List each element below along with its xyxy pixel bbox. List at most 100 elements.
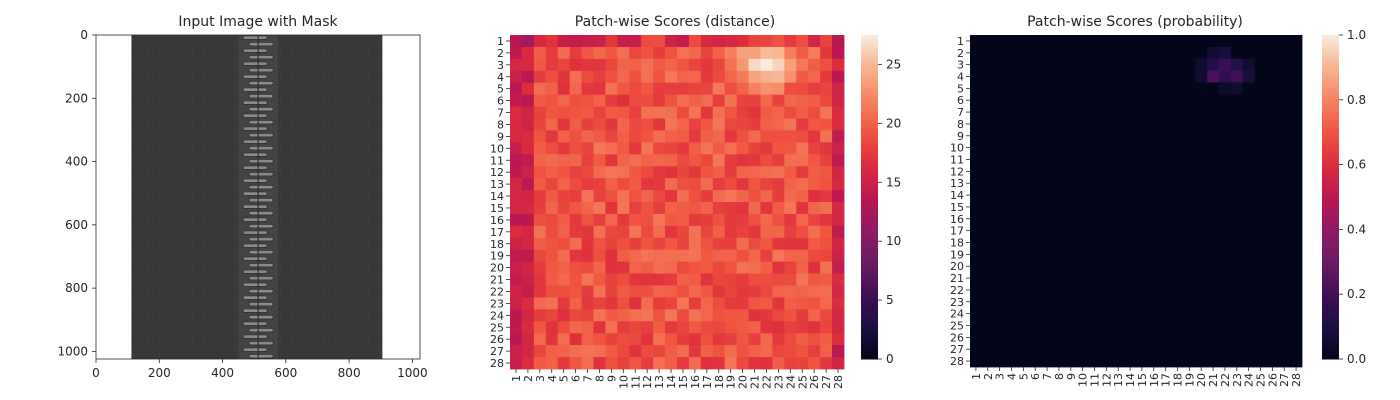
heatmap-cell	[700, 249, 714, 263]
heatmap-cell	[665, 94, 678, 107]
heatmap-cell	[820, 190, 833, 203]
heatmap-cell	[1278, 201, 1291, 214]
heatmap-cell	[545, 345, 559, 358]
col-tick-label: 2	[982, 373, 995, 380]
heatmap-cell	[1290, 141, 1303, 154]
heatmap-cell	[724, 118, 738, 131]
heatmap-cell	[545, 106, 559, 119]
heatmap-cell	[832, 261, 845, 274]
heatmap-cell	[533, 285, 547, 298]
heatmap-cell	[605, 261, 618, 274]
heatmap-cell	[820, 345, 833, 358]
heatmap-cell	[1266, 343, 1279, 356]
heatmap-cell	[993, 70, 1006, 83]
heatmap-cell	[593, 142, 606, 155]
heatmap-cell	[712, 309, 726, 322]
zipper-tooth	[248, 315, 274, 320]
heatmap-cell	[1207, 319, 1220, 332]
heatmap-cell	[1100, 224, 1113, 237]
heatmap-cell	[1278, 141, 1291, 154]
heatmap-cell	[1266, 35, 1279, 48]
heatmap-cell	[724, 106, 738, 119]
heatmap-cell	[1290, 224, 1303, 237]
heatmap-cell	[569, 261, 582, 274]
heatmap-cell	[1147, 129, 1161, 143]
heatmap-cell	[748, 225, 761, 239]
heatmap-cell	[1076, 295, 1089, 309]
heatmap-cell	[510, 130, 523, 143]
heatmap-cell	[593, 58, 606, 72]
heatmap-cell	[1017, 248, 1030, 261]
heatmap-cell	[772, 154, 785, 167]
heatmap-cell	[808, 213, 821, 227]
row-tick-label: 16	[950, 213, 964, 226]
heatmap-cell	[1290, 248, 1303, 261]
colorbar-segment	[861, 342, 878, 348]
heatmap-cell	[712, 357, 726, 370]
heatmap-cell	[712, 130, 726, 143]
heatmap-cell	[796, 166, 809, 179]
heatmap-cell	[641, 249, 654, 263]
colorbar-segment	[861, 152, 878, 157]
colorbar-segment	[861, 302, 878, 307]
heatmap-cell	[832, 35, 845, 48]
heatmap-cell	[605, 285, 618, 298]
heatmap-cell	[1100, 82, 1113, 95]
heatmap-cell	[772, 321, 785, 334]
heatmap-cell	[1183, 212, 1196, 226]
heatmap-cell	[510, 345, 523, 358]
heatmap-cell	[641, 118, 654, 131]
heatmap-cell	[1278, 35, 1291, 48]
x-tick-label: 400	[211, 366, 234, 380]
heatmap-cell	[1088, 236, 1101, 249]
heatmap-cell	[736, 202, 749, 215]
heatmap-cell	[808, 70, 821, 84]
colorbar-segment	[861, 290, 878, 295]
heatmap-cell	[533, 225, 547, 239]
heatmap-cell	[1147, 343, 1161, 356]
heatmap-cell	[970, 141, 983, 154]
heatmap-cell	[569, 106, 582, 119]
heatmap-cell	[1171, 129, 1184, 143]
heatmap-cell	[510, 142, 523, 155]
heatmap-cell	[700, 202, 714, 215]
heatmap-cell	[970, 70, 983, 83]
heatmap-cell	[1242, 295, 1255, 309]
heatmap-cell	[653, 213, 666, 227]
heatmap-cell	[1195, 319, 1208, 332]
col-tick-label: 15	[677, 375, 690, 389]
heatmap-cell	[557, 35, 571, 48]
heatmap-cell	[1100, 212, 1113, 226]
heatmap-cell	[772, 285, 785, 298]
colorbar-segment	[861, 282, 878, 287]
heatmap-cell	[688, 213, 702, 227]
colorbar-segment	[1322, 43, 1339, 48]
heatmap-cell	[1230, 284, 1244, 297]
col-tick-label: 7	[1041, 373, 1054, 380]
heatmap-cell	[1278, 319, 1291, 332]
heatmap-cell	[1017, 201, 1030, 214]
heatmap-cell	[593, 345, 606, 358]
heatmap-cell	[1266, 82, 1279, 95]
col-tick-label: 9	[1065, 373, 1078, 380]
heatmap-cell	[581, 297, 594, 310]
heatmap-cell	[581, 82, 594, 96]
heatmap-cell	[545, 321, 559, 334]
colorbar-segment	[861, 148, 878, 153]
heatmap-cell	[665, 261, 678, 274]
heatmap-cell	[1278, 343, 1291, 356]
heatmap-cell	[617, 237, 630, 251]
heatmap-cell	[1017, 153, 1030, 166]
heatmap-cell	[1254, 70, 1267, 83]
heatmap-cell	[1136, 319, 1149, 332]
heatmap-cell	[1147, 82, 1161, 95]
heatmap-cell	[1088, 224, 1101, 237]
heatmap-cell	[629, 333, 642, 346]
heatmap-cell	[581, 154, 594, 167]
col-tick-label: 5	[558, 375, 571, 382]
heatmap-cell	[617, 154, 630, 167]
heatmap-cell	[1136, 295, 1149, 309]
heatmap-cell	[569, 273, 582, 286]
heatmap-cell	[641, 357, 654, 370]
heatmap-cell	[820, 46, 833, 60]
